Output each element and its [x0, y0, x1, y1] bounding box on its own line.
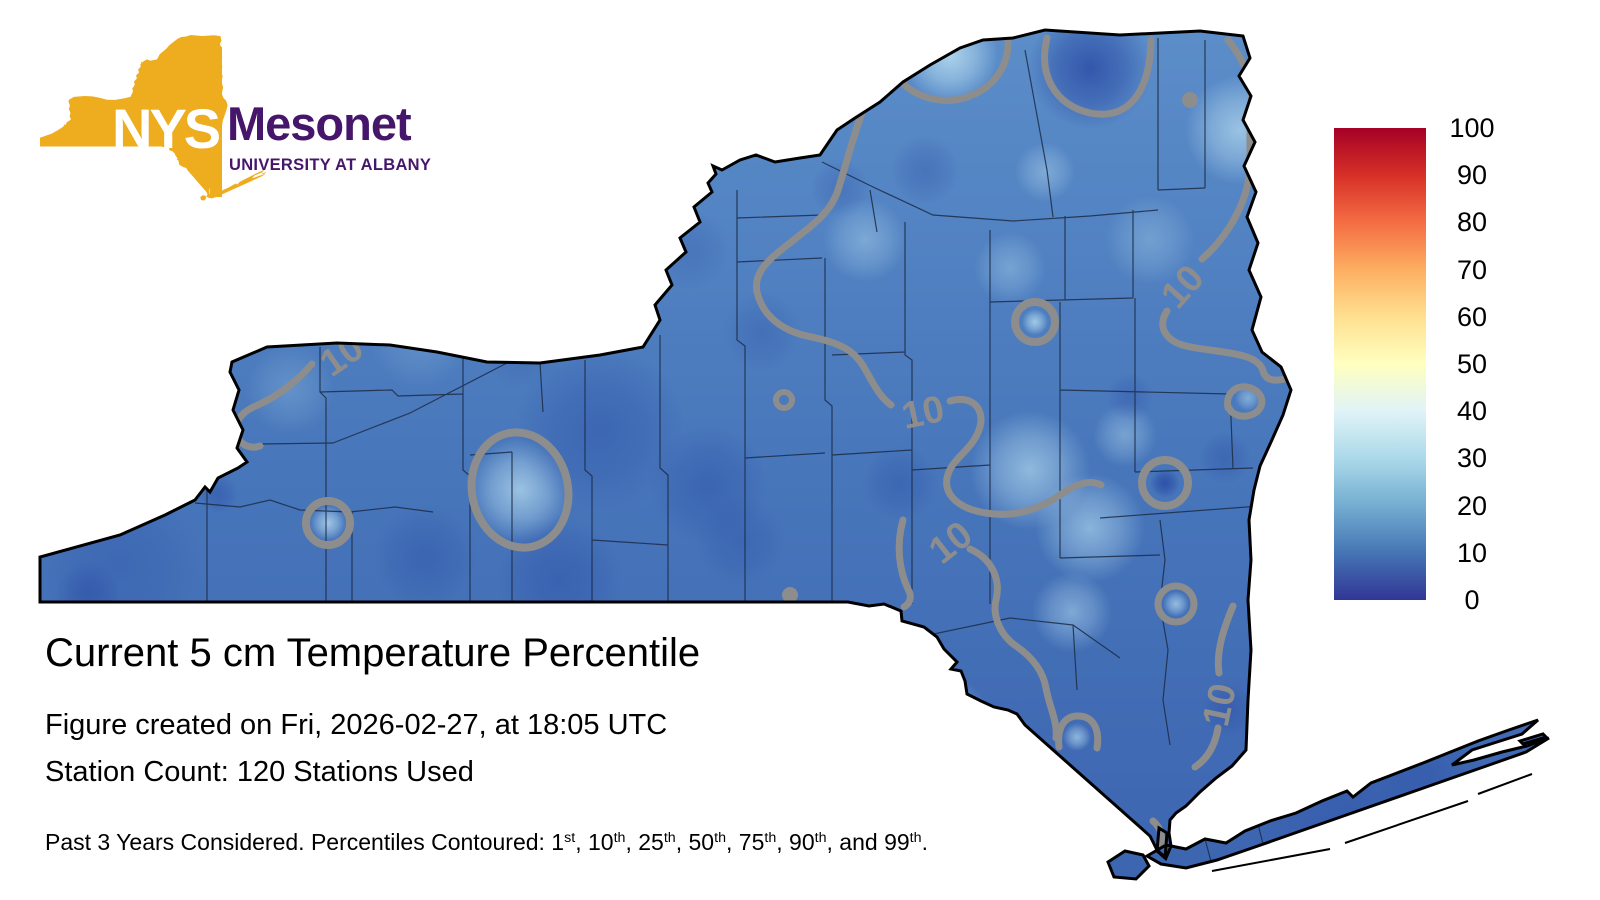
figure-created-text: Figure created on Fri, 2026-02-27, at 18… [45, 709, 668, 741]
contour-label: 10 [898, 388, 948, 438]
colorbar-gradient [1334, 128, 1426, 600]
figure-title: Current 5 cm Temperature Percentile [45, 631, 701, 675]
colorbar-tick-label: 50 [1456, 349, 1488, 379]
colorbar-ticks: 100 90 80 70 60 50 40 30 20 10 0 [1436, 113, 1508, 615]
logo-acronym: NYS [112, 97, 221, 160]
logo-institution: UNIVERSITY AT ALBANY [229, 156, 432, 174]
colorbar-tick-label: 20 [1456, 490, 1488, 521]
colorbar-tick-label: 70 [1456, 254, 1488, 285]
colorbar-tick-label: 0 [1464, 585, 1480, 615]
colorbar-tick-label: 10 [1456, 537, 1488, 568]
contour-label: 10 [1195, 680, 1245, 730]
nys-logo-shape [40, 35, 267, 201]
colorbar-tick-label: 30 [1456, 443, 1488, 474]
station-count-text: Station Count: 120 Stations Used [45, 756, 474, 788]
colorbar-tick-label: 60 [1456, 301, 1488, 332]
colorbar-tick-label: 40 [1456, 396, 1488, 427]
footnote-text: Past 3 Years Considered. Percentiles Con… [45, 829, 928, 855]
barrier-islands [1211, 773, 1533, 872]
colorbar-tick-label: 90 [1456, 160, 1488, 191]
colorbar-tick-label: 80 [1456, 207, 1488, 238]
colorbar-tick-label: 100 [1449, 113, 1495, 143]
logo-name: Mesonet [227, 97, 412, 150]
